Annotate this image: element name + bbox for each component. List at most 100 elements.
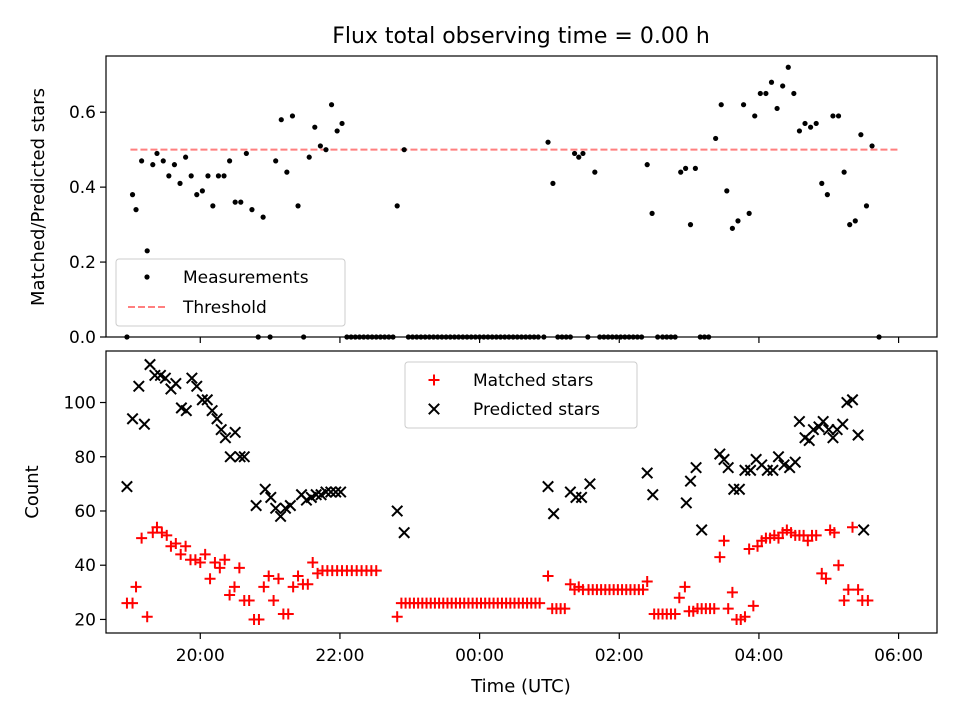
matched-star-point <box>130 581 142 593</box>
matched-star-point <box>268 594 280 606</box>
y-tick-label: 60 <box>74 502 96 522</box>
legend-marker-measurements <box>144 274 150 280</box>
matched-star-point <box>862 594 874 606</box>
matched-star-point <box>161 529 173 541</box>
measurement-point <box>249 207 255 213</box>
measurement-point <box>312 124 318 130</box>
predicted-star-point <box>827 431 839 444</box>
predicted-star-point <box>680 496 693 509</box>
matched-star-point <box>820 573 832 585</box>
predicted-star-point <box>264 491 277 504</box>
measurement-point <box>306 154 312 160</box>
predicted-star-point <box>224 450 237 463</box>
matched-star-point <box>209 557 221 568</box>
measurement-point <box>863 203 870 209</box>
predicted-star-point <box>284 499 297 512</box>
measurement-point <box>166 173 172 179</box>
matched-star-point <box>559 603 571 615</box>
x-tick-label: 00:00 <box>455 646 504 666</box>
y-tick-label: 0.0 <box>69 328 96 348</box>
matched-star-point <box>287 581 299 593</box>
measurement-point <box>718 102 724 108</box>
matched-star-point <box>673 592 685 604</box>
predicted-star-point <box>817 415 830 428</box>
matched-star-point <box>127 597 139 609</box>
top-panel: 0.0 0.2 0.4 0.6 Matched/Predicted stars Mea… <box>28 55 938 348</box>
measurement-point <box>401 147 407 153</box>
y-tick-label: 40 <box>74 556 96 576</box>
matched-star-point <box>743 543 755 555</box>
predicted-star-point <box>398 526 411 539</box>
measurement-point <box>713 135 719 142</box>
measurement-point <box>835 113 842 119</box>
predicted-star-point <box>324 486 337 498</box>
predicted-star-point <box>690 461 702 474</box>
top-panel-frame <box>105 55 938 338</box>
measurement-point <box>150 162 156 168</box>
measurement-point <box>339 120 345 127</box>
matched-star-point <box>224 589 236 601</box>
predicted-star-point <box>542 480 554 493</box>
predicted-star-point <box>772 450 785 463</box>
measurement-point <box>687 222 694 228</box>
measurement-point <box>260 214 266 220</box>
measurement-point <box>289 113 296 119</box>
matched-star-point <box>170 538 182 550</box>
predicted-star-point <box>211 412 223 425</box>
measurement-point <box>394 203 400 209</box>
measurement-point <box>683 165 689 171</box>
measurement-point <box>819 180 825 186</box>
matched-star-point <box>136 532 148 544</box>
legend-label-threshold: Threshold <box>182 298 267 318</box>
matched-star-point <box>175 548 187 560</box>
measurement-point <box>649 210 655 216</box>
measurement-point <box>830 113 836 119</box>
measurement-point <box>752 113 758 119</box>
x-tick-label: 02:00 <box>595 646 644 666</box>
matched-star-point <box>391 611 403 623</box>
predicted-star-point <box>238 450 251 463</box>
y-tick-label: 100 <box>64 394 96 414</box>
matched-star-point <box>739 611 751 623</box>
chart-title: Flux total observing time = 0.00 h <box>332 24 710 49</box>
bottom-panel-marks <box>121 358 874 625</box>
measurement-point <box>808 124 814 130</box>
measurement-point <box>550 180 556 186</box>
matched-star-point <box>838 594 850 606</box>
measurement-point <box>177 180 183 186</box>
measurement-point <box>785 64 791 70</box>
matched-star-point <box>243 594 255 606</box>
predicted-star-point <box>329 486 342 498</box>
predicted-star-point <box>180 404 193 417</box>
legend-box <box>404 361 638 429</box>
predicted-star-point <box>259 483 272 496</box>
measurement-point <box>724 188 730 194</box>
bottom-y-axis-label: Count <box>22 465 43 518</box>
bottom-legend: Matched stars Predicted stars <box>404 361 638 429</box>
matched-star-point <box>722 603 734 615</box>
bottom-panel-frame <box>105 350 938 634</box>
predicted-star-point <box>766 464 779 477</box>
matched-star-point <box>726 586 738 598</box>
predicted-star-point <box>169 377 182 390</box>
matched-star-point <box>214 562 226 574</box>
y-tick-label: 0.2 <box>69 253 96 273</box>
measurement-point <box>774 105 780 112</box>
matched-star-point <box>302 578 314 590</box>
measurement-point <box>545 139 551 145</box>
matched-star-point <box>708 603 720 615</box>
measurement-point <box>869 143 875 149</box>
measurement-point <box>796 128 803 134</box>
matched-star-point <box>180 540 192 552</box>
measurement-point <box>644 162 650 168</box>
legend-label-predicted: Predicted stars <box>473 400 600 420</box>
predicted-star-point <box>836 418 849 431</box>
x-axis-label: Time (UTC) <box>470 676 571 697</box>
matched-star-point <box>253 613 265 625</box>
legend-marker-predicted <box>428 403 440 415</box>
x-tick-label: 06:00 <box>874 646 923 666</box>
predicted-star-point <box>144 358 156 371</box>
predicted-star-point <box>132 380 145 393</box>
measurement-point <box>824 192 830 198</box>
matched-star-point <box>637 584 649 596</box>
